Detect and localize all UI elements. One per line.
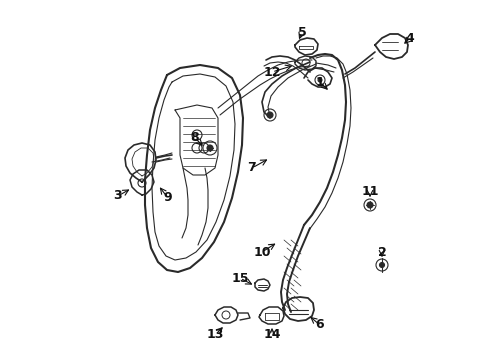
Circle shape [317, 78, 321, 82]
Text: 13: 13 [206, 328, 223, 342]
Circle shape [379, 262, 384, 267]
Text: 4: 4 [405, 31, 413, 45]
Text: 10: 10 [253, 246, 270, 258]
Text: 2: 2 [377, 246, 386, 258]
Text: 3: 3 [113, 189, 122, 202]
Text: 6: 6 [315, 319, 324, 332]
Text: 15: 15 [231, 271, 248, 284]
Text: 9: 9 [163, 192, 172, 204]
Text: 8: 8 [190, 131, 199, 144]
Text: 11: 11 [361, 185, 378, 198]
Text: 12: 12 [263, 66, 280, 78]
Text: 1: 1 [315, 76, 324, 89]
Text: 14: 14 [263, 328, 280, 342]
Circle shape [266, 112, 272, 118]
Text: 5: 5 [297, 26, 306, 39]
Circle shape [366, 202, 372, 208]
Circle shape [206, 145, 213, 151]
Text: 7: 7 [247, 162, 256, 175]
